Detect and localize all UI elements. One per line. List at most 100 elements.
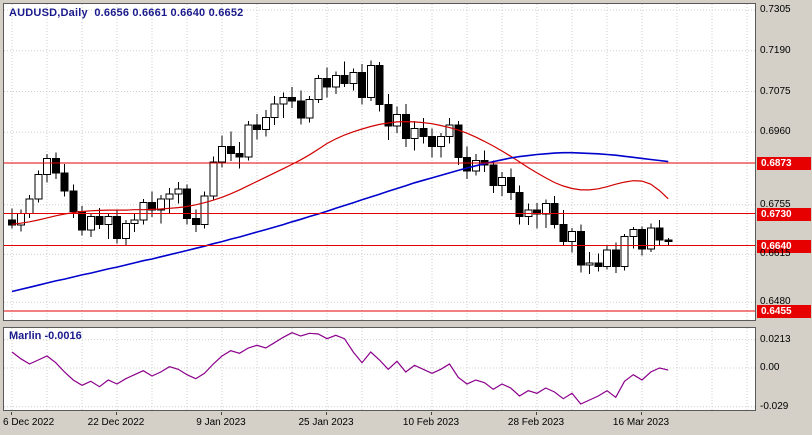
indicator-line (11, 332, 669, 405)
price-label: 0.7190 (760, 44, 791, 56)
price-chart-canvas[interactable] (4, 4, 755, 320)
candle (664, 238, 673, 246)
candle (576, 224, 585, 273)
candle (43, 154, 51, 183)
candle (165, 188, 174, 214)
date-label: 28 Feb 2023 (507, 417, 565, 428)
ma-fast-line (11, 120, 669, 225)
candle (358, 64, 366, 105)
candle-body (235, 152, 244, 158)
candle-body (51, 157, 60, 174)
candle-body (498, 177, 506, 186)
main-chart-pane[interactable]: AUDUSD,Daily 0.6656 0.6661 0.6640 0.6652 (3, 3, 756, 321)
candle-body (244, 124, 253, 158)
time-tick (326, 412, 327, 415)
candle-body (43, 157, 51, 176)
candle (95, 208, 104, 230)
candle (506, 168, 515, 201)
candle (253, 113, 261, 140)
ma-slow-line (11, 151, 669, 293)
candle (200, 191, 209, 229)
candle-body (576, 230, 585, 266)
candle-body (95, 216, 104, 225)
candle-body (366, 65, 375, 98)
indicator-canvas[interactable] (4, 328, 755, 410)
candle (655, 220, 664, 245)
price-label: 0.7305 (760, 4, 791, 15)
candle-body (305, 99, 314, 119)
price-label: 0.7075 (760, 85, 791, 97)
time-axis[interactable]: 6 Dec 2022 22 Dec 2022 9 Jan 2023 25 Jan 20… (3, 412, 756, 434)
candle-body (130, 219, 139, 224)
candle-body (620, 236, 629, 268)
date-label: 22 Dec 2022 (87, 417, 145, 428)
candle (60, 164, 69, 197)
candle-body (401, 114, 410, 140)
candle-body (148, 201, 156, 211)
candle (8, 208, 16, 229)
candle-body (541, 203, 550, 215)
candle (454, 120, 463, 165)
candle-body (410, 128, 419, 140)
date-label: 16 Mar 2023 (612, 417, 670, 428)
candle (183, 184, 191, 225)
candle-body (454, 124, 463, 159)
time-tick (221, 412, 222, 415)
candle (226, 131, 235, 162)
candle (235, 142, 244, 169)
indicator-name: Marlin (9, 330, 42, 342)
candle (620, 234, 629, 271)
date-label: 9 Jan 2023 (196, 417, 246, 428)
candle-body (646, 227, 655, 250)
candle-body (270, 103, 279, 118)
candle (445, 118, 454, 144)
candle-body (218, 145, 226, 163)
candle (331, 71, 340, 94)
candle-body (585, 262, 594, 266)
candle (218, 135, 226, 168)
price-label: 0.6615 (760, 248, 791, 260)
price-level-tag: 0.6873 (757, 157, 811, 170)
price-axis[interactable]: 0.6873 0.6730 0.6640 0.6455 0.7305 0.7190 0.70… (757, 3, 812, 321)
indicator-current-value: -0.0016 (44, 330, 82, 342)
candle (646, 223, 655, 252)
candle (585, 251, 594, 274)
price-level-tag: 0.6455 (757, 305, 811, 318)
candle-body (25, 198, 34, 215)
candle (314, 74, 323, 104)
candle (349, 68, 358, 91)
candle-body (664, 239, 673, 242)
indicator-axis: 0.0213 0.00 -0.029 (757, 327, 812, 411)
candle-body (506, 177, 515, 193)
candle-body (358, 72, 366, 98)
candle-body (288, 97, 296, 102)
candle (86, 212, 95, 237)
candle (279, 92, 288, 118)
candle (594, 253, 603, 272)
time-tick (116, 412, 117, 415)
candle (323, 67, 331, 98)
candle (51, 152, 60, 179)
candle-body (393, 114, 401, 127)
candle-body (113, 216, 121, 239)
candle (191, 209, 200, 232)
candle-body (603, 249, 611, 268)
candle-body (156, 198, 165, 211)
candle (148, 191, 156, 218)
candle (366, 60, 375, 101)
candle (296, 90, 305, 125)
indicator-pane[interactable]: Marlin -0.0016 (3, 327, 756, 411)
date-label: 10 Feb 2023 (402, 417, 460, 428)
time-tick (11, 412, 12, 415)
candle (244, 120, 253, 161)
price-label: 0.6480 (760, 296, 791, 308)
time-tick (536, 412, 537, 415)
candle-body (183, 188, 191, 220)
candle-body (445, 124, 454, 137)
candle (288, 86, 296, 109)
candle (480, 150, 489, 172)
candle-body (261, 116, 270, 130)
candle (629, 227, 638, 249)
candle (104, 212, 113, 240)
